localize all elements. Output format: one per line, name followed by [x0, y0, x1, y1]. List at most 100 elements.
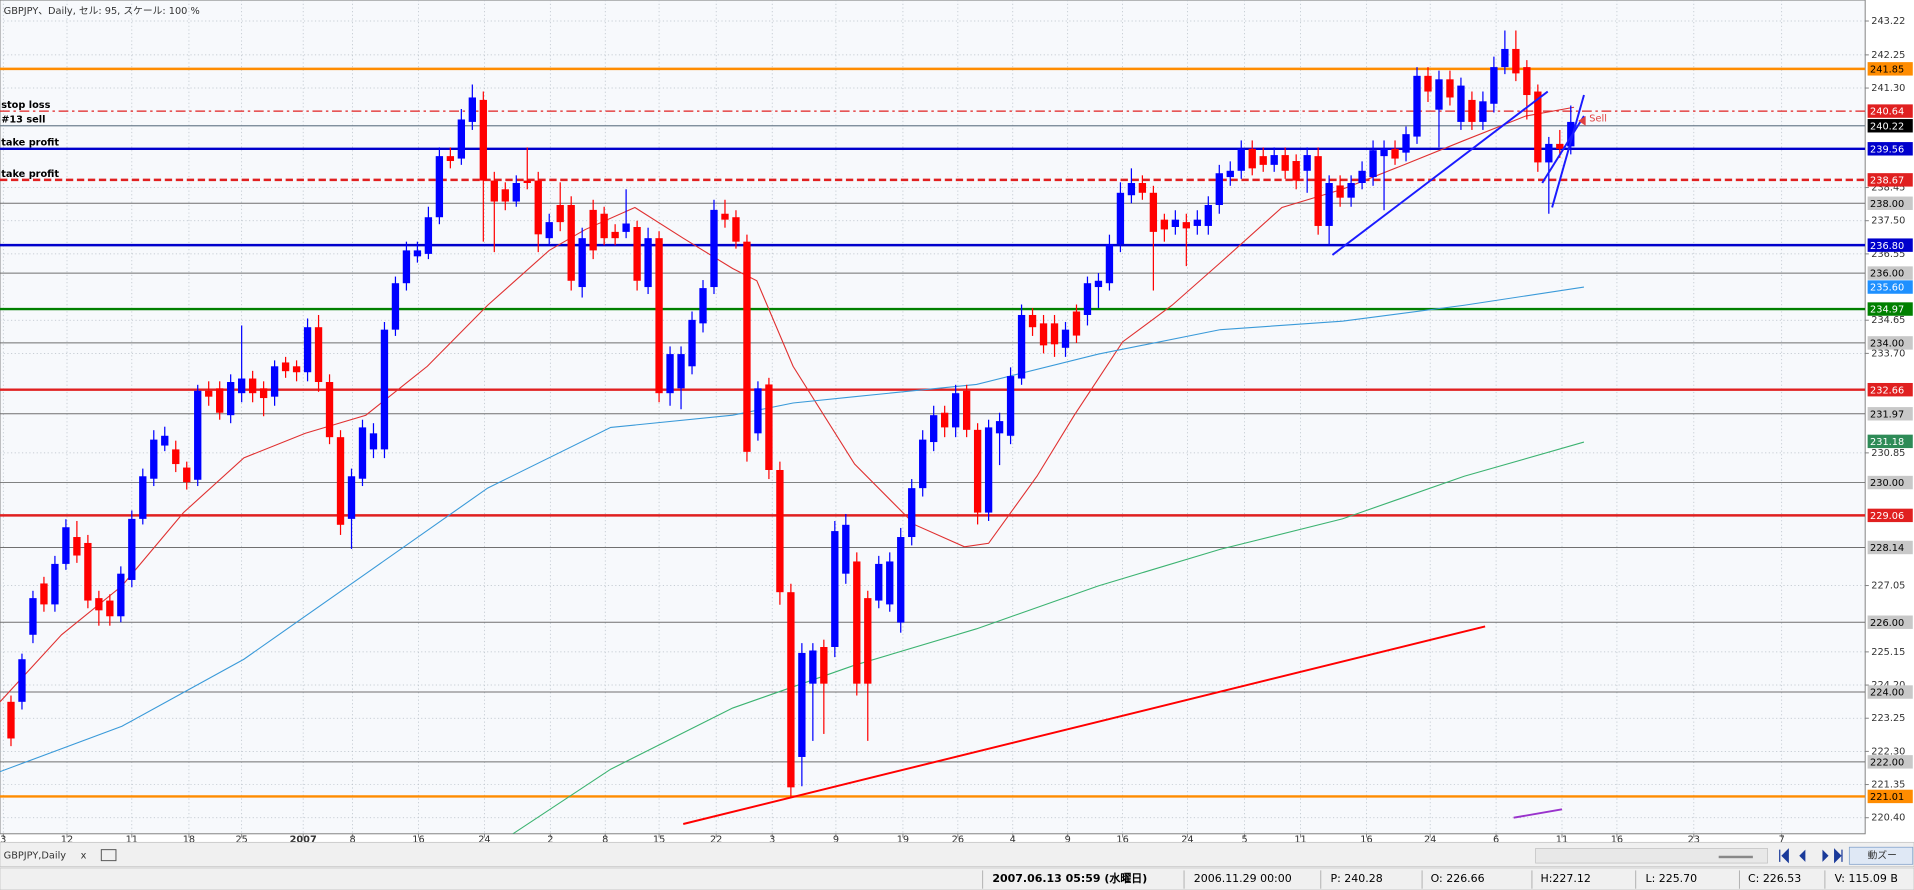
candle-body	[336, 437, 345, 525]
candle-body	[1237, 148, 1245, 171]
candle-body	[1391, 148, 1399, 159]
candle-body	[106, 600, 114, 617]
candle-body	[303, 327, 312, 373]
candle-body	[1072, 311, 1081, 336]
candles	[7, 30, 1575, 797]
candle-body	[919, 439, 927, 489]
level-label: 241.85	[1870, 64, 1904, 75]
sell-annotation: Sell	[1589, 113, 1607, 124]
y-tick-label: 222.30	[1871, 746, 1905, 757]
candle-body	[216, 388, 224, 413]
candle-body	[490, 180, 498, 202]
candle-body	[18, 659, 26, 702]
candle-body	[292, 366, 301, 373]
candle-body	[951, 393, 960, 428]
tab-icon[interactable]	[100, 849, 117, 862]
x-tick-label: 11	[1556, 834, 1568, 845]
x-tick-label: 6	[1493, 834, 1499, 845]
candle-body	[1424, 75, 1432, 92]
candle-body	[1160, 219, 1169, 230]
candle-body	[183, 467, 191, 483]
x-tick-label: 16	[1116, 834, 1128, 845]
candle-body	[545, 222, 553, 239]
candle-body	[194, 390, 202, 480]
sell-arrow	[1578, 116, 1586, 126]
auto-zoom-button[interactable]	[1848, 846, 1914, 865]
candle-body	[117, 573, 125, 617]
candle-body	[864, 598, 872, 684]
y-tick-label: 236.55	[1871, 249, 1905, 260]
auto-zoom-label[interactable]: 動ズー	[1868, 849, 1897, 862]
scroll-next[interactable]	[1822, 849, 1829, 862]
x-tick-label: 2007	[290, 834, 317, 845]
candle-body	[1501, 48, 1509, 68]
candle-body	[1325, 183, 1333, 226]
moving-averages	[0, 106, 1585, 834]
x-tick-label: 24	[1181, 834, 1193, 845]
y-tick-label: 221.35	[1871, 780, 1905, 791]
candle-body	[787, 592, 795, 788]
candle-body	[941, 412, 949, 428]
candle-body	[1149, 192, 1158, 232]
candle-body	[7, 701, 15, 739]
candle-body	[479, 99, 487, 181]
candle-body	[501, 189, 509, 202]
candle-body	[270, 366, 279, 397]
level-label: 231.18	[1870, 437, 1904, 448]
level-label-bg	[1867, 755, 1913, 769]
candle-body	[908, 488, 916, 538]
y-tick-label: 234.65	[1871, 315, 1905, 326]
level-label-bg	[1867, 238, 1913, 252]
level-label: 232.66	[1870, 385, 1904, 396]
candle-body	[973, 429, 982, 513]
candle-body	[1402, 134, 1410, 153]
candle-body	[589, 209, 597, 251]
scrollbar[interactable]	[1535, 848, 1768, 864]
candle-body	[743, 241, 751, 452]
level-text: #13 sell	[1, 115, 45, 126]
candle-body	[1094, 280, 1103, 288]
candle-body	[380, 329, 389, 450]
level-label-bg	[1867, 407, 1913, 421]
trendlines	[683, 90, 1585, 825]
x-tick-label: 11	[126, 834, 138, 845]
candle-body	[150, 439, 158, 479]
level-label: 224.00	[1870, 688, 1904, 699]
level-label: 222.00	[1870, 757, 1904, 768]
x-tick-label: 11	[1294, 834, 1306, 845]
candle-body	[281, 362, 290, 372]
candle-body	[1567, 121, 1575, 147]
status-price: P: 240.28	[1331, 872, 1383, 885]
candle-body	[424, 217, 433, 254]
candle-body	[62, 527, 70, 564]
candle-body	[358, 427, 367, 479]
scroll-thumb[interactable]	[1718, 855, 1753, 859]
candle-body	[73, 537, 81, 556]
chart-tab[interactable]: GBPJPY,Daily	[4, 851, 67, 862]
trendline	[1551, 94, 1585, 208]
candle-body	[347, 476, 356, 519]
candle-body	[1127, 183, 1136, 196]
scroll-last[interactable]	[1834, 848, 1843, 864]
candle-body	[1468, 99, 1476, 122]
candle-body	[1358, 170, 1366, 184]
candle-body	[172, 449, 180, 465]
candle-body	[776, 469, 784, 593]
y-tick-label: 233.70	[1871, 348, 1905, 359]
level-label: 234.97	[1870, 305, 1904, 316]
status-separators	[982, 870, 1826, 889]
candle-body	[578, 238, 586, 288]
candle-body	[1490, 67, 1498, 104]
x-tick-label: 16	[1360, 834, 1372, 845]
candle-body	[1138, 183, 1147, 193]
level-label-bg	[1867, 119, 1913, 133]
candle-body	[1116, 192, 1125, 245]
candle-body	[139, 476, 147, 519]
candle-body	[1226, 170, 1234, 178]
scroll-prev[interactable]	[1799, 849, 1806, 862]
tab-close[interactable]: x	[81, 851, 87, 862]
x-tick-label: 16	[1611, 834, 1623, 845]
candle-body	[435, 156, 444, 218]
candle-body	[688, 319, 696, 367]
scroll-first[interactable]	[1779, 848, 1789, 864]
